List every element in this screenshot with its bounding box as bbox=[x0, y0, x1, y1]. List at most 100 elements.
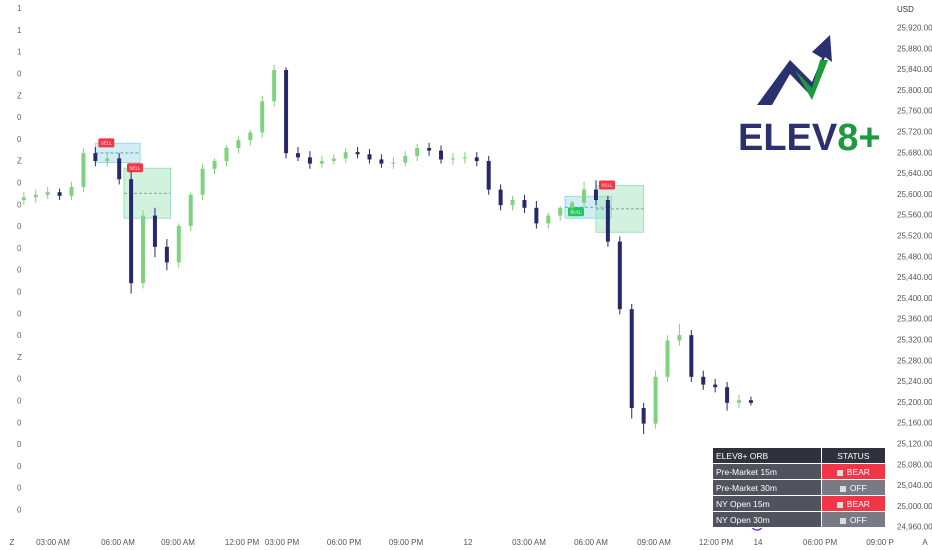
left-axis-label: 0 bbox=[17, 397, 22, 406]
left-axis-label: 0 bbox=[17, 244, 22, 253]
candle-body bbox=[21, 197, 26, 200]
y-tick-label: 25,840.00 bbox=[897, 65, 932, 74]
y-tick-label: 25,720.00 bbox=[897, 128, 932, 137]
candle-body bbox=[93, 153, 98, 161]
left-axis-label: 0 bbox=[17, 440, 22, 449]
status-text: BEAR bbox=[846, 498, 870, 509]
candle-body bbox=[737, 400, 742, 403]
x-tick-label: 06:00 AM bbox=[574, 538, 608, 547]
zone-tag bbox=[126, 163, 143, 173]
zone-tag-label: SELL bbox=[101, 141, 113, 146]
candle-body bbox=[510, 200, 515, 206]
x-tick-label: 09:00 PM bbox=[389, 538, 424, 547]
y-tick-label: 25,000.00 bbox=[897, 502, 932, 511]
candle-body bbox=[713, 384, 718, 388]
zone-tag-label: SELL bbox=[129, 165, 141, 170]
y-tick-label: 25,040.00 bbox=[897, 481, 932, 490]
y-tick-label: 25,440.00 bbox=[897, 273, 932, 282]
candle-body bbox=[677, 335, 682, 341]
y-tick-label: 25,520.00 bbox=[897, 232, 932, 241]
orb-table: ELEV8+ ORB STATUS Pre-Market 15m BEAR Pre-M… bbox=[712, 447, 887, 528]
status-text: BEAR bbox=[846, 466, 870, 477]
left-axis-label: 1 bbox=[17, 48, 22, 57]
zone-tag bbox=[98, 138, 115, 148]
candle-body bbox=[284, 70, 289, 154]
left-axis-label: 0 bbox=[17, 70, 22, 79]
left-axis-label: 0 bbox=[17, 506, 22, 515]
candle-body bbox=[605, 200, 610, 242]
candle-body bbox=[69, 187, 74, 196]
x-tick-label: 09:00 AM bbox=[637, 538, 671, 547]
table-row: Pre-Market 15m BEAR bbox=[712, 463, 887, 480]
y-tick-label: 25,560.00 bbox=[897, 211, 932, 220]
y-tick-label: 25,200.00 bbox=[897, 398, 932, 407]
candle-body bbox=[582, 189, 587, 203]
y-tick-label: 25,640.00 bbox=[897, 169, 932, 178]
y-tick-label: 25,080.00 bbox=[897, 460, 932, 469]
left-axis-label: 0 bbox=[17, 484, 22, 493]
candle-body bbox=[391, 162, 396, 164]
candle-body bbox=[415, 148, 420, 156]
candle-body bbox=[129, 179, 134, 284]
status-icon bbox=[836, 501, 843, 508]
candle-body bbox=[522, 200, 527, 208]
candle-body bbox=[272, 70, 277, 102]
candle-body bbox=[236, 140, 241, 148]
table-row: NY Open 15m BEAR bbox=[712, 495, 887, 512]
logo-mark bbox=[757, 35, 832, 105]
y-tick-label: 25,160.00 bbox=[897, 419, 932, 428]
candle-body bbox=[164, 246, 169, 263]
row-status: BEAR bbox=[820, 495, 887, 512]
row-label: Pre-Market 15m bbox=[712, 463, 822, 480]
candle-body bbox=[224, 148, 229, 161]
zone-tag bbox=[598, 180, 615, 190]
table-header: ELEV8+ ORB bbox=[712, 447, 822, 464]
row-status: OFF bbox=[820, 479, 887, 496]
status-icon bbox=[836, 469, 843, 476]
left-axis-label: Z bbox=[17, 91, 22, 100]
candle-body bbox=[105, 158, 110, 161]
left-axis-label: 0 bbox=[17, 309, 22, 318]
x-tick-label: 09:00 AM bbox=[161, 538, 195, 547]
candle-body bbox=[307, 157, 312, 164]
left-axis-label: 1 bbox=[17, 26, 22, 35]
x-tick-label: 12:00 PM bbox=[225, 538, 260, 547]
candle-body bbox=[498, 189, 503, 206]
row-label: Pre-Market 30m bbox=[712, 479, 822, 496]
x-tick-label: 12:00 PM bbox=[699, 538, 734, 547]
left-axis-label: 0 bbox=[17, 113, 22, 122]
x-tick-label: 06:00 PM bbox=[327, 538, 362, 547]
status-icon bbox=[839, 517, 846, 524]
x-tick-label: 06:00 AM bbox=[101, 538, 135, 547]
candle-body bbox=[534, 207, 539, 224]
left-axis-label: 0 bbox=[17, 462, 22, 471]
candle-body bbox=[248, 132, 253, 141]
left-axis-label: 0 bbox=[17, 135, 22, 144]
candle-body bbox=[689, 335, 694, 377]
x-tick-label: 03:00 AM bbox=[36, 538, 70, 547]
zone-tag-label: SELL bbox=[601, 183, 613, 188]
y-tick-label: 25,240.00 bbox=[897, 377, 932, 386]
candle-body bbox=[343, 152, 348, 159]
y-tick-label: 25,920.00 bbox=[897, 24, 932, 33]
candle-body bbox=[558, 207, 563, 216]
left-axis-label: 0 bbox=[17, 288, 22, 297]
candle-body bbox=[462, 157, 467, 159]
candle-body bbox=[701, 376, 706, 385]
logo: ELEV8+ bbox=[738, 35, 881, 159]
left-axis-label: 0 bbox=[17, 375, 22, 384]
candle-body bbox=[641, 408, 646, 424]
candle-body bbox=[212, 161, 217, 169]
candle-body bbox=[617, 241, 622, 310]
row-label: NY Open 30m bbox=[712, 511, 822, 528]
candle-body bbox=[653, 376, 658, 424]
x-tick-label: Z bbox=[10, 538, 15, 547]
y-tick-label: 25,880.00 bbox=[897, 44, 932, 53]
candle-body bbox=[427, 148, 432, 151]
logo-accent: 8+ bbox=[837, 117, 880, 159]
candle-body bbox=[57, 192, 62, 196]
x-tick-label: 06:00 PM bbox=[803, 538, 838, 547]
candle-body bbox=[725, 387, 730, 403]
candle-body bbox=[570, 202, 575, 208]
